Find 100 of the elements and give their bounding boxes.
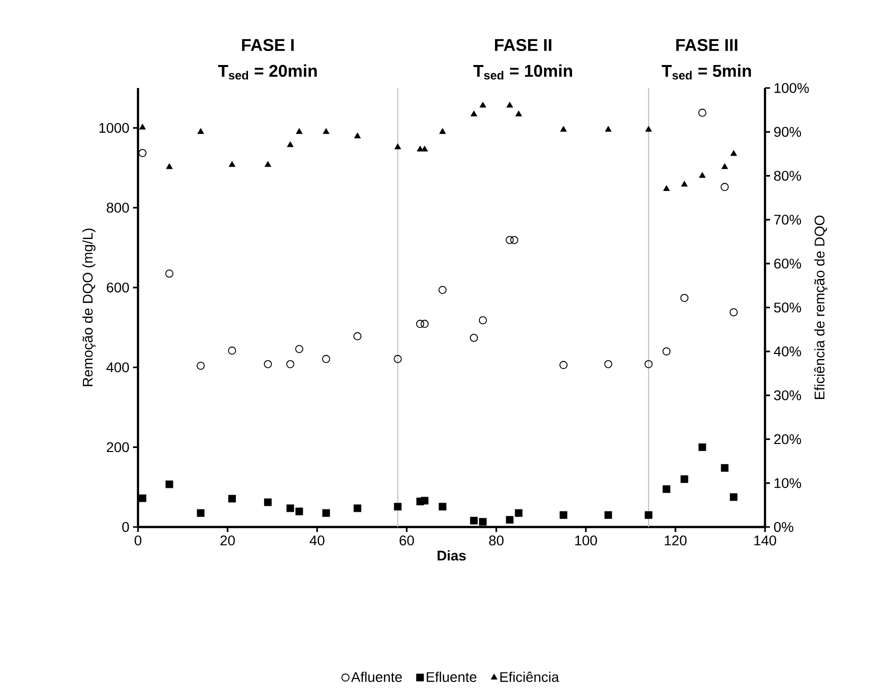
y2-tick-label: 30%	[774, 390, 802, 400]
x-tick-label: 140	[754, 536, 776, 546]
point	[197, 128, 204, 134]
y2-tick-label: 40%	[774, 346, 802, 356]
point	[645, 126, 652, 132]
y2-tick-label: 0%	[774, 522, 794, 532]
y2-tick-label: 60%	[774, 258, 802, 269]
legend-label: Eficiência	[500, 672, 560, 682]
point	[438, 286, 447, 294]
text: FASE III	[676, 38, 738, 52]
point	[394, 502, 402, 510]
point	[644, 360, 653, 368]
point	[354, 132, 361, 138]
point	[264, 360, 272, 368]
point	[698, 172, 706, 178]
x-tick-label: 0	[134, 536, 142, 546]
point	[559, 360, 568, 370]
point	[438, 502, 446, 510]
point	[416, 320, 424, 328]
point	[604, 511, 612, 519]
legend-label: Efluente	[426, 672, 476, 682]
text: FASE II	[495, 38, 552, 52]
point	[680, 475, 688, 483]
point	[420, 496, 428, 504]
point	[663, 185, 670, 191]
point	[138, 148, 147, 158]
point	[295, 508, 304, 516]
y-tick-label: 800	[106, 202, 129, 213]
point	[698, 108, 706, 117]
point	[720, 182, 729, 192]
point	[421, 146, 428, 152]
point	[286, 141, 294, 148]
x-tick-label: 20	[220, 536, 235, 546]
point	[420, 320, 429, 328]
point	[138, 494, 146, 502]
point	[730, 150, 737, 156]
y2-tick-label: 20%	[774, 434, 802, 444]
y2-tick-label: 90%	[774, 126, 802, 137]
point	[322, 509, 330, 517]
point	[166, 480, 174, 488]
y2-axis-title: Eficiência de remção de DQO	[814, 216, 828, 399]
point	[228, 161, 236, 167]
y-tick-label: 0	[122, 522, 129, 532]
y2-tick-label: 80%	[774, 170, 802, 181]
point	[264, 161, 272, 167]
point	[166, 163, 173, 170]
y-axis-title: Remoção de DQO (mg/L)	[82, 228, 96, 386]
text: FASE I	[242, 38, 294, 52]
point	[228, 346, 236, 355]
point	[730, 493, 738, 501]
point	[295, 344, 304, 354]
y2-tick-label: 10%	[774, 478, 802, 488]
x-tick-label: 80	[489, 536, 504, 546]
point	[353, 332, 362, 340]
point	[680, 294, 688, 302]
text: T$_{sed}$ = 5min	[662, 64, 751, 80]
point	[480, 102, 486, 108]
point	[510, 236, 518, 244]
point	[470, 334, 478, 342]
point	[560, 126, 567, 132]
point	[296, 128, 303, 134]
point	[354, 504, 362, 512]
point	[720, 464, 728, 472]
point	[506, 236, 514, 244]
y2-tick-label: 50%	[774, 302, 802, 312]
point	[322, 128, 330, 134]
point	[604, 126, 612, 132]
y2-tick-label: 100%	[774, 83, 809, 93]
text: T$_{sed}$ = 10min	[473, 64, 572, 80]
point	[479, 518, 487, 526]
point	[506, 102, 514, 108]
point	[322, 354, 330, 364]
legend-label: Afluente	[351, 672, 402, 682]
point	[394, 354, 402, 364]
point	[470, 110, 478, 116]
y-tick-label: 600	[106, 282, 129, 293]
point	[698, 443, 706, 451]
y2-tick-label: 70%	[774, 214, 802, 225]
point	[470, 516, 478, 524]
x-axis-title: Dias	[438, 550, 466, 561]
point	[604, 360, 612, 368]
point	[394, 143, 402, 150]
x-tick-label: 40	[310, 536, 324, 546]
point	[264, 498, 272, 506]
point	[662, 485, 670, 493]
point	[286, 360, 294, 368]
text: T$_{sed}$ = 20min	[218, 64, 317, 80]
point	[165, 270, 174, 278]
point	[478, 316, 487, 324]
point	[506, 516, 514, 524]
point	[681, 180, 688, 187]
point	[730, 308, 738, 316]
point	[560, 511, 568, 519]
point	[196, 362, 205, 370]
y-tick-label: 1000	[99, 122, 129, 133]
point	[228, 494, 236, 502]
point	[644, 511, 652, 519]
point	[139, 124, 146, 130]
point	[196, 509, 204, 517]
point	[721, 163, 728, 170]
